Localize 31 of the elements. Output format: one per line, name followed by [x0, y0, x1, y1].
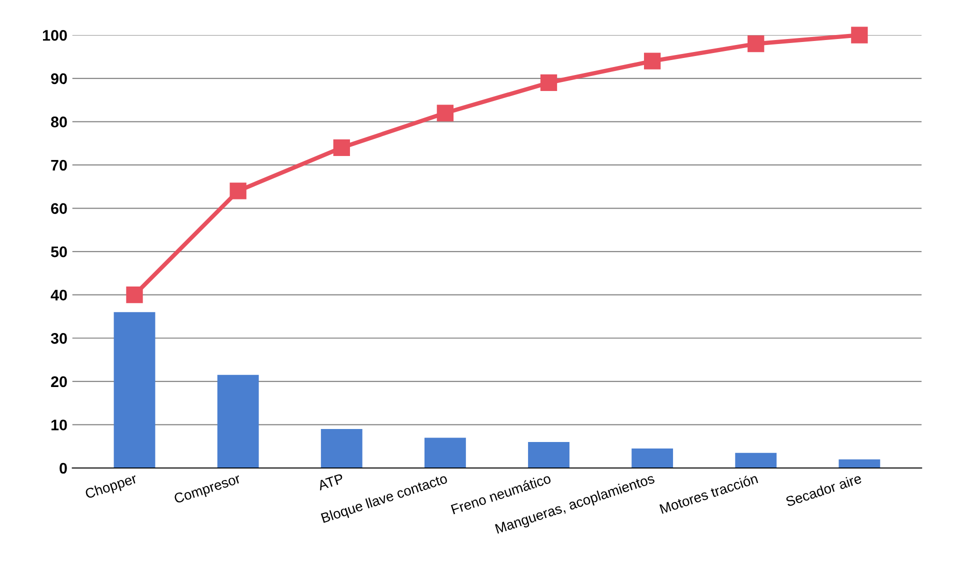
- point: [230, 182, 246, 200]
- y-tick-label: 50: [50, 246, 67, 258]
- bar: [528, 442, 570, 468]
- x-tick-label: Chopper: [84, 472, 138, 502]
- point: [126, 286, 143, 304]
- point: [333, 139, 350, 156]
- bar: [320, 429, 362, 468]
- y-tick-label: 10: [51, 420, 67, 430]
- x-tick-label: Secador aire: [785, 473, 862, 507]
- y-tick-label: 30: [50, 333, 67, 344]
- point: [748, 35, 764, 52]
- y-tick-label: 20: [51, 376, 67, 388]
- bar: [114, 312, 156, 468]
- point: [644, 52, 661, 70]
- y-tick-label: 0: [60, 462, 67, 474]
- bar: [632, 448, 674, 468]
- bar: [217, 374, 259, 468]
- point: [540, 74, 558, 92]
- bar: [735, 452, 777, 468]
- y-tick-label: 60: [51, 203, 67, 214]
- point: [851, 26, 868, 44]
- bar: [424, 438, 466, 468]
- bar: [838, 459, 880, 468]
- x-tick-label: Motores tracción: [659, 472, 758, 514]
- y-tick-label: 70: [51, 160, 67, 171]
- y-tick-label: 100: [42, 30, 67, 41]
- y-tick-label: 90: [51, 73, 67, 84]
- x-tick-label: ATP: [317, 474, 344, 490]
- point: [436, 104, 454, 122]
- y-tick-label: 40: [50, 290, 67, 301]
- y-tick-label: 80: [51, 116, 67, 128]
